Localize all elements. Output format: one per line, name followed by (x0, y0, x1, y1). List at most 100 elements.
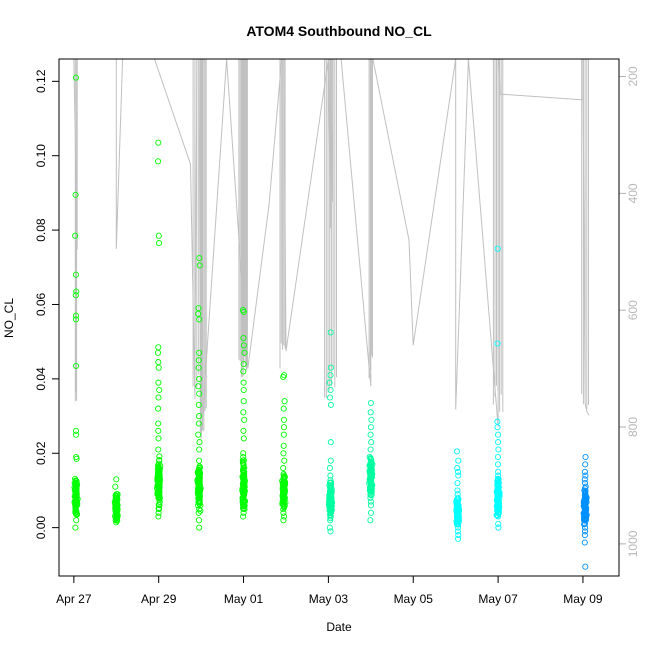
data-point (195, 495, 202, 502)
x-tick-label: May 01 (224, 592, 264, 606)
data-point (155, 364, 162, 371)
data-point (327, 472, 334, 479)
data-point (195, 357, 202, 364)
data-point (239, 457, 246, 464)
data-point (454, 468, 462, 475)
data-point (327, 457, 334, 464)
data-point (494, 489, 501, 496)
data-point (240, 342, 247, 349)
data-point (280, 416, 287, 423)
data-point (326, 508, 334, 515)
data-point (494, 477, 501, 485)
data-point (114, 511, 121, 519)
data-point (495, 439, 502, 446)
data-point (240, 386, 247, 394)
data-point (72, 312, 80, 319)
data-point (72, 271, 79, 278)
data-point (196, 390, 203, 397)
data-point (240, 488, 247, 495)
data-point (280, 450, 287, 457)
data-point (280, 373, 287, 381)
data-point (280, 490, 287, 497)
data-point (367, 424, 374, 431)
data-point (581, 539, 588, 546)
data-point (195, 481, 202, 488)
data-point (156, 475, 163, 482)
data-point (196, 463, 203, 470)
data-point (494, 491, 501, 498)
data-point (581, 524, 589, 531)
data-point (196, 349, 203, 356)
data-point (241, 464, 248, 471)
data-point (367, 509, 375, 516)
x-tick-label: May 09 (563, 592, 603, 606)
data-point (453, 448, 461, 455)
data-point (155, 394, 162, 401)
data-point (196, 457, 203, 464)
data-point (155, 344, 162, 351)
data-point (196, 254, 203, 262)
data-point (495, 482, 502, 489)
data-point (72, 316, 79, 323)
data-point (327, 528, 334, 535)
data-point (496, 503, 503, 510)
data-point (454, 520, 461, 528)
data-point (582, 563, 589, 570)
data-point (582, 461, 589, 468)
data-point (327, 507, 334, 514)
data-point (327, 401, 334, 408)
y2-tick-label: 800 (626, 417, 640, 437)
data-point (454, 496, 461, 503)
data-point (582, 453, 589, 461)
data-point (155, 464, 162, 471)
data-point (327, 492, 334, 499)
x-tick-label: Apr 27 (56, 592, 92, 606)
data-point (196, 316, 203, 323)
data-point (195, 383, 202, 390)
data-point (454, 510, 461, 517)
data-point (240, 513, 247, 520)
data-point (195, 420, 202, 427)
data-point (240, 360, 247, 368)
x-axis-label: Date (326, 620, 352, 634)
data-point (495, 520, 502, 527)
y-tick-label: 0.08 (34, 218, 48, 242)
data-point (195, 517, 203, 524)
data-point (72, 191, 79, 198)
data-point (196, 474, 203, 481)
data-point (455, 513, 462, 520)
data-point (155, 509, 162, 516)
data-point (196, 446, 203, 453)
data-point (195, 364, 202, 371)
data-point (495, 446, 502, 453)
data-point (72, 524, 79, 531)
data-point (72, 475, 79, 482)
data-point (367, 467, 374, 474)
data-point (73, 510, 80, 517)
data-point (195, 401, 202, 408)
data-point (494, 424, 501, 431)
data-point (240, 368, 247, 375)
data-point (156, 453, 163, 460)
y-tick-label: 0.02 (34, 441, 48, 465)
data-point (112, 493, 119, 500)
y-tick-label: 0.06 (34, 292, 48, 316)
data-point (583, 493, 590, 500)
data-point (327, 485, 334, 493)
data-point (155, 420, 162, 427)
data-point (240, 472, 247, 479)
data-point (367, 431, 374, 438)
x-tick-label: May 03 (309, 592, 349, 606)
data-point (240, 334, 247, 342)
data-point (454, 465, 461, 472)
data-point (494, 461, 502, 468)
data-point (197, 507, 204, 514)
data-point (113, 516, 120, 523)
data-point (327, 329, 334, 336)
data-point (367, 502, 374, 509)
data-point (72, 478, 79, 485)
data-point (327, 488, 335, 495)
x-tick-label: May 07 (478, 592, 518, 606)
data-point (72, 74, 79, 81)
y2-tick-label: 600 (626, 300, 640, 320)
